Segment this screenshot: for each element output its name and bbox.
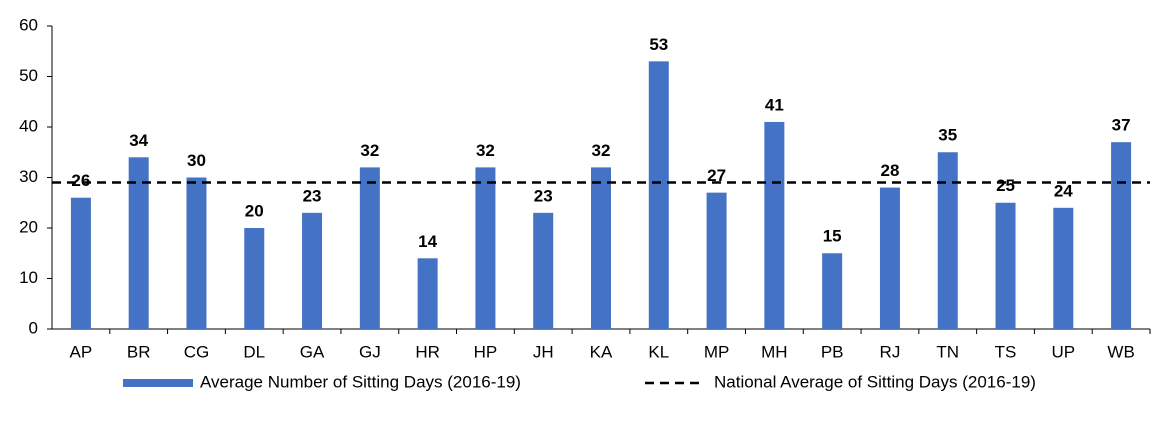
x-tick-label: HP [474,342,498,361]
bar [591,167,611,329]
x-tick-label: BR [127,342,151,361]
value-label: 23 [534,186,553,205]
bar [937,152,958,329]
y-tick-label: 0 [29,318,38,337]
bar [186,177,207,329]
value-label: 14 [418,232,437,251]
value-label: 28 [880,161,899,180]
value-label: 24 [1054,181,1073,200]
legend-label: Average Number of Sitting Days (2016-19) [200,372,521,391]
value-label: 15 [823,227,842,246]
bar [475,167,496,329]
value-label: 30 [187,151,206,170]
value-label: 32 [476,141,495,160]
y-tick-label: 60 [19,15,38,34]
legend-label: National Average of Sitting Days (2016-1… [714,372,1036,391]
value-label: 41 [765,95,784,114]
bar [1111,142,1132,329]
x-tick-label: WB [1107,342,1134,361]
y-tick-label: 20 [19,217,38,236]
bar [648,61,669,329]
bar [70,197,91,329]
bar [359,167,380,329]
y-tick-label: 10 [19,268,38,287]
bar [995,202,1016,329]
value-label: 35 [938,126,957,145]
value-label: 20 [245,201,264,220]
x-tick-label: UP [1052,342,1076,361]
bar [128,157,149,329]
x-tick-label: MP [704,342,730,361]
x-tick-label: KA [590,342,613,361]
value-label: 37 [1112,116,1131,135]
bar [302,212,323,329]
bar [417,258,438,329]
x-tick-label: GJ [359,342,381,361]
value-label: 23 [303,186,322,205]
bar [706,192,727,329]
legend-swatch [123,379,193,387]
value-label: 32 [592,141,611,160]
y-tick-label: 40 [19,116,38,135]
x-tick-label: RJ [880,342,901,361]
x-tick-label: JH [533,342,554,361]
value-label: 34 [129,131,148,150]
bar [822,253,843,329]
value-label: 32 [360,141,379,160]
value-label: 25 [996,176,1015,195]
x-tick-label: PB [821,342,844,361]
x-tick-label: CG [184,342,210,361]
value-label: 26 [71,171,90,190]
bar [764,121,785,329]
x-tick-label: TS [995,342,1017,361]
y-tick-label: 50 [19,66,38,85]
bar [1053,207,1074,329]
x-tick-label: GA [300,342,325,361]
x-tick-label: DL [243,342,265,361]
bar [879,187,900,329]
x-tick-label: TN [936,342,959,361]
x-tick-label: MH [761,342,787,361]
value-label: 53 [649,35,668,54]
x-tick-label: KL [648,342,669,361]
bar [244,228,265,329]
bar [533,212,554,329]
x-tick-label: AP [70,342,93,361]
y-tick-label: 30 [19,167,38,186]
value-label: 27 [707,166,726,185]
x-tick-label: HR [415,342,440,361]
